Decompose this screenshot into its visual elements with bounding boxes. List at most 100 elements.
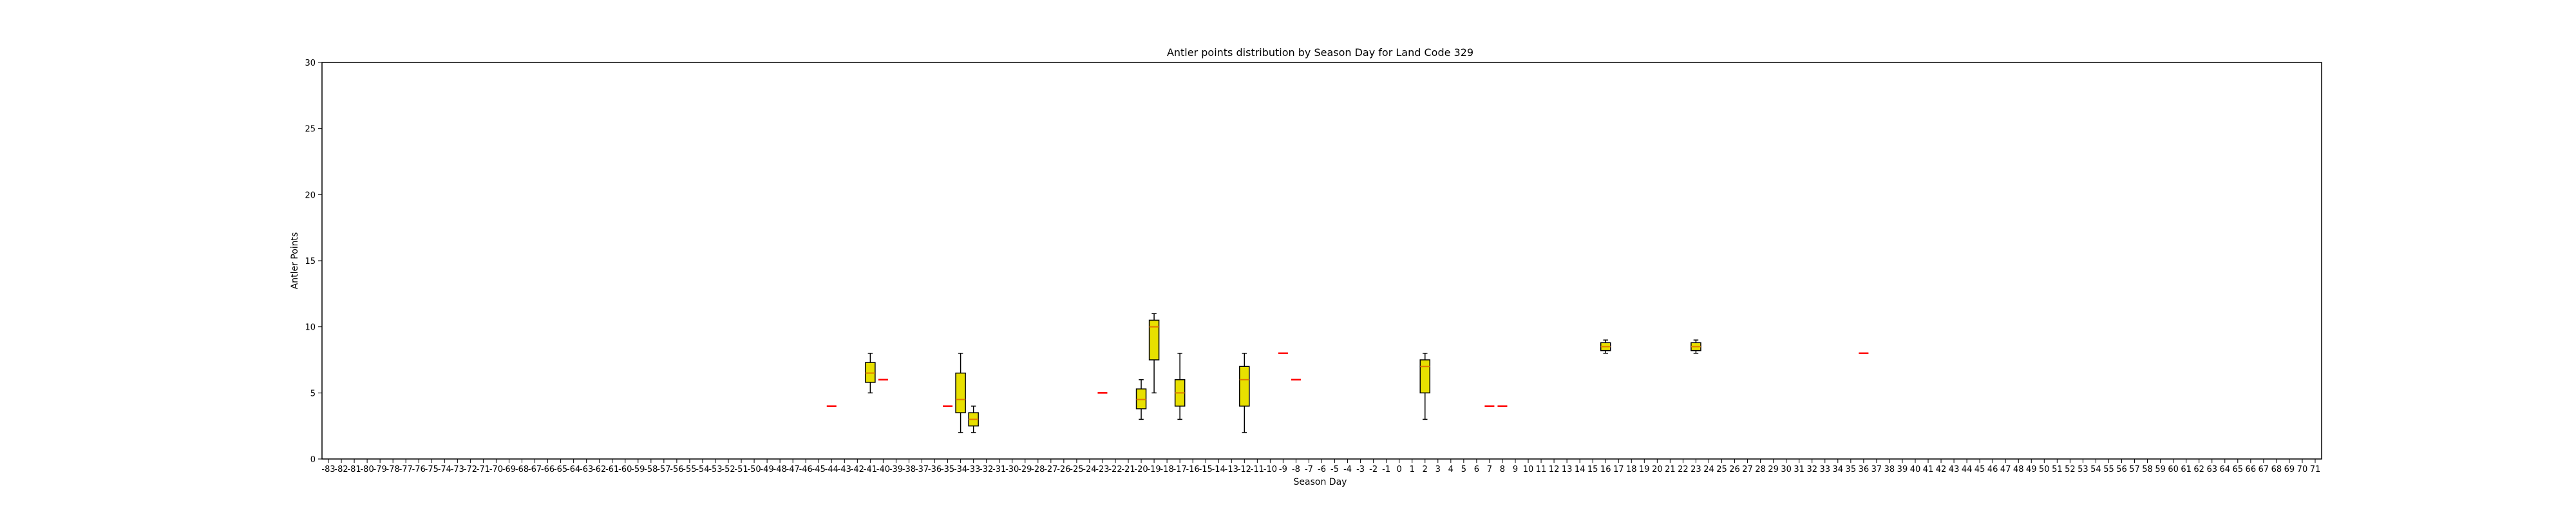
x-tick-label: -37	[915, 465, 929, 474]
x-tick-label: -42	[851, 465, 864, 474]
x-tick-label: -61	[605, 465, 619, 474]
x-tick-label: -46	[799, 465, 813, 474]
box-day-2	[1419, 352, 1431, 420]
x-tick-label: 58	[2142, 465, 2153, 474]
y-tick-label: 25	[305, 125, 316, 135]
x-tick-label: -45	[812, 465, 826, 474]
x-tick-label: 44	[1962, 465, 1973, 474]
x-tick-label: -77	[399, 465, 413, 474]
x-tick-label: -38	[902, 465, 916, 474]
x-tick-label: -74	[438, 465, 451, 474]
x-tick-label: 37	[1871, 465, 1882, 474]
x-tick-label: -26	[1057, 465, 1070, 474]
x-tick-label: -20	[1134, 465, 1148, 474]
x-tick-label: -16	[1186, 465, 1200, 474]
x-tick-label: -35	[941, 465, 954, 474]
x-tick-label: -34	[954, 465, 967, 474]
x-tick-label: 22	[1678, 465, 1689, 474]
x-tick-label: -44	[825, 465, 838, 474]
x-tick-label: -36	[928, 465, 942, 474]
x-tick-label: -2	[1369, 465, 1378, 474]
box-day--17	[1174, 352, 1186, 420]
box-iqr	[1239, 366, 1250, 407]
y-tick-label: 5	[310, 389, 316, 398]
x-tick-label: 10	[1523, 465, 1534, 474]
y-tick-label: 10	[305, 323, 316, 333]
x-tick-label: -80	[360, 465, 374, 474]
x-tick-label: 66	[2246, 465, 2257, 474]
x-tick-label: -51	[734, 465, 748, 474]
x-tick-label: 69	[2284, 465, 2295, 474]
x-tick-label: 47	[2000, 465, 2011, 474]
x-tick-label: 51	[2052, 465, 2063, 474]
x-tick-label: -14	[1212, 465, 1226, 474]
x-tick-label: -71	[477, 465, 490, 474]
x-tick-label: -29	[1018, 465, 1032, 474]
x-tick-label: -7	[1305, 465, 1313, 474]
x-tick-label: -4	[1343, 465, 1352, 474]
x-tick-label: 52	[2065, 465, 2076, 474]
x-tick-label: 24	[1703, 465, 1714, 474]
y-axis: 0 5 10 15 20 25 30	[305, 59, 322, 465]
x-tick-label: -32	[980, 465, 993, 474]
box-iqr	[865, 362, 876, 383]
y-tick-label: 15	[305, 257, 316, 267]
x-tick-label: 15	[1587, 465, 1598, 474]
x-tick-label: 35	[1846, 465, 1857, 474]
x-tick-label: -5	[1331, 465, 1339, 474]
x-tick-label: 9	[1513, 465, 1518, 474]
x-tick-label: -69	[502, 465, 516, 474]
x-tick-label: -8	[1292, 465, 1300, 474]
x-tick-label: -65	[554, 465, 567, 474]
x-tick-label: 17	[1613, 465, 1624, 474]
x-tick-label: -78	[386, 465, 400, 474]
x-tick-label: 41	[1923, 465, 1934, 474]
x-tick-label: 38	[1884, 465, 1895, 474]
x-tick-label: -28	[1031, 465, 1045, 474]
x-tick-label: 0	[1397, 465, 1402, 474]
x-tick-label: -68	[515, 465, 529, 474]
x-tick-label: -21	[1121, 465, 1135, 474]
x-tick-label: -66	[541, 465, 554, 474]
x-tick-label: 42	[1936, 465, 1947, 474]
x-tick-label: 11	[1536, 465, 1547, 474]
x-tick-label: -52	[721, 465, 735, 474]
x-tick-label: 2	[1423, 465, 1428, 474]
x-tick-label: 27	[1742, 465, 1753, 474]
x-tick-label: 1	[1410, 465, 1415, 474]
x-tick-label: 64	[2219, 465, 2230, 474]
x-tick-label: -58	[644, 465, 658, 474]
x-tick-label: 39	[1897, 465, 1908, 474]
x-tick-label: -3	[1356, 465, 1365, 474]
x-tick-label: 16	[1600, 465, 1611, 474]
x-tick-label: -15	[1199, 465, 1213, 474]
x-tick-label: -33	[967, 465, 980, 474]
x-tick-label: -83	[321, 465, 335, 474]
x-tick-label: -73	[451, 465, 464, 474]
x-tick-label: -48	[773, 465, 787, 474]
x-tick-label: -76	[412, 465, 426, 474]
box-day--33	[968, 406, 979, 433]
x-tick-label: -6	[1318, 465, 1326, 474]
x-tick-label: -57	[657, 465, 670, 474]
y-tick-label: 0	[310, 455, 316, 465]
x-tick-label: 62	[2193, 465, 2204, 474]
x-tick-label: -82	[334, 465, 348, 474]
x-tick-label: 40	[1910, 465, 1921, 474]
x-tick-label: 61	[2181, 465, 2192, 474]
x-tick-label: 4	[1448, 465, 1454, 474]
x-tick-label: -67	[528, 465, 542, 474]
x-tick-label: 26	[1729, 465, 1740, 474]
x-tick-label: 67	[2259, 465, 2269, 474]
x-tick-label: 70	[2297, 465, 2308, 474]
x-tick-label: 19	[1639, 465, 1650, 474]
x-tick-label: -60	[618, 465, 632, 474]
x-tick-label: -30	[1005, 465, 1019, 474]
x-tick-label: 13	[1562, 465, 1573, 474]
box-day--19	[1148, 313, 1160, 394]
x-tick-label: 34	[1833, 465, 1844, 474]
box-iqr	[1135, 388, 1147, 409]
x-tick-label: -10	[1264, 465, 1277, 474]
x-tick-label: 53	[2078, 465, 2088, 474]
